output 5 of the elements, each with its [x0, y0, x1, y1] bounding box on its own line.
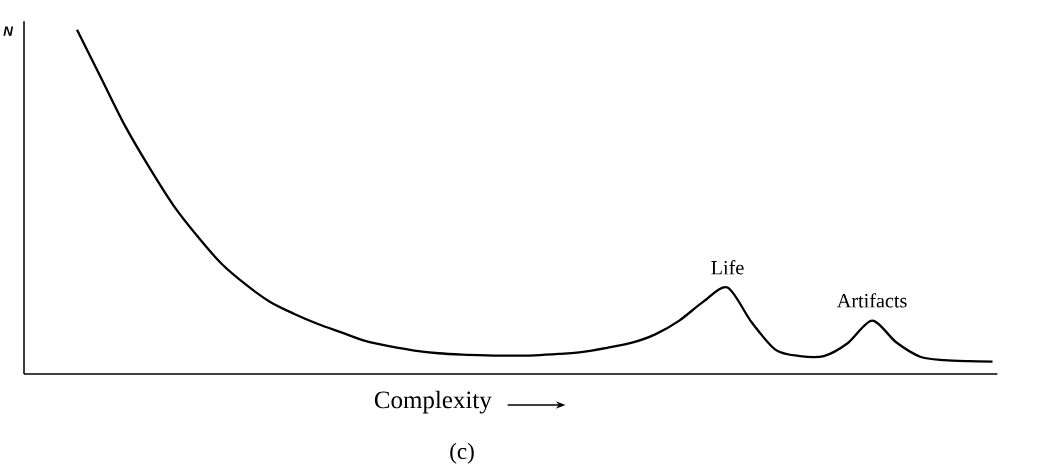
y-axis-title: N: [3, 26, 14, 36]
annotation: Artifacts: [836, 293, 907, 308]
annotation: Life: [711, 260, 744, 275]
text: (c): [450, 442, 474, 464]
x-axis-title: Complexity: [374, 390, 492, 414]
